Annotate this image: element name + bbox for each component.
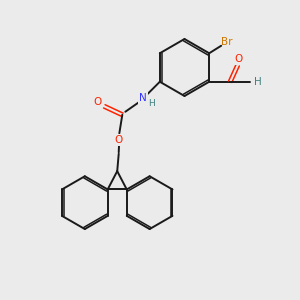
Text: O: O [115, 135, 123, 145]
Text: N: N [140, 93, 147, 103]
Text: O: O [94, 97, 102, 107]
Text: H: H [148, 99, 155, 108]
Text: Br: Br [221, 37, 233, 47]
Text: H: H [254, 77, 262, 87]
Text: O: O [234, 54, 242, 64]
